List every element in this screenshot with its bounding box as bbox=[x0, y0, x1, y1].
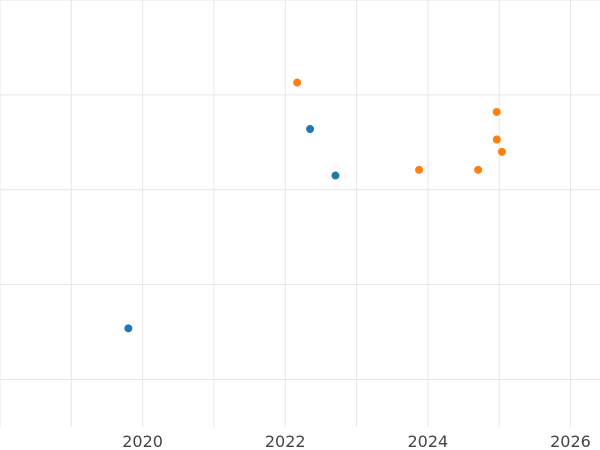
x-tick-label: 2024 bbox=[408, 432, 449, 450]
x-tick-label: 2020 bbox=[122, 432, 163, 450]
data-points bbox=[124, 78, 506, 333]
scatter-point bbox=[492, 135, 501, 144]
scatter-point bbox=[474, 165, 483, 174]
scatter-point bbox=[415, 165, 424, 174]
scatter-point bbox=[306, 125, 315, 134]
x-axis-ticks: 2020 2022 2024 2026 bbox=[122, 432, 591, 450]
scatter-point bbox=[497, 147, 506, 156]
grid-layer bbox=[0, 0, 600, 427]
x-tick-label: 2026 bbox=[550, 432, 591, 450]
scatter-point bbox=[293, 78, 302, 87]
x-tick-label: 2022 bbox=[265, 432, 306, 450]
scatter-point bbox=[331, 171, 340, 180]
scatter-point bbox=[124, 324, 133, 333]
scatter-point bbox=[492, 107, 501, 116]
